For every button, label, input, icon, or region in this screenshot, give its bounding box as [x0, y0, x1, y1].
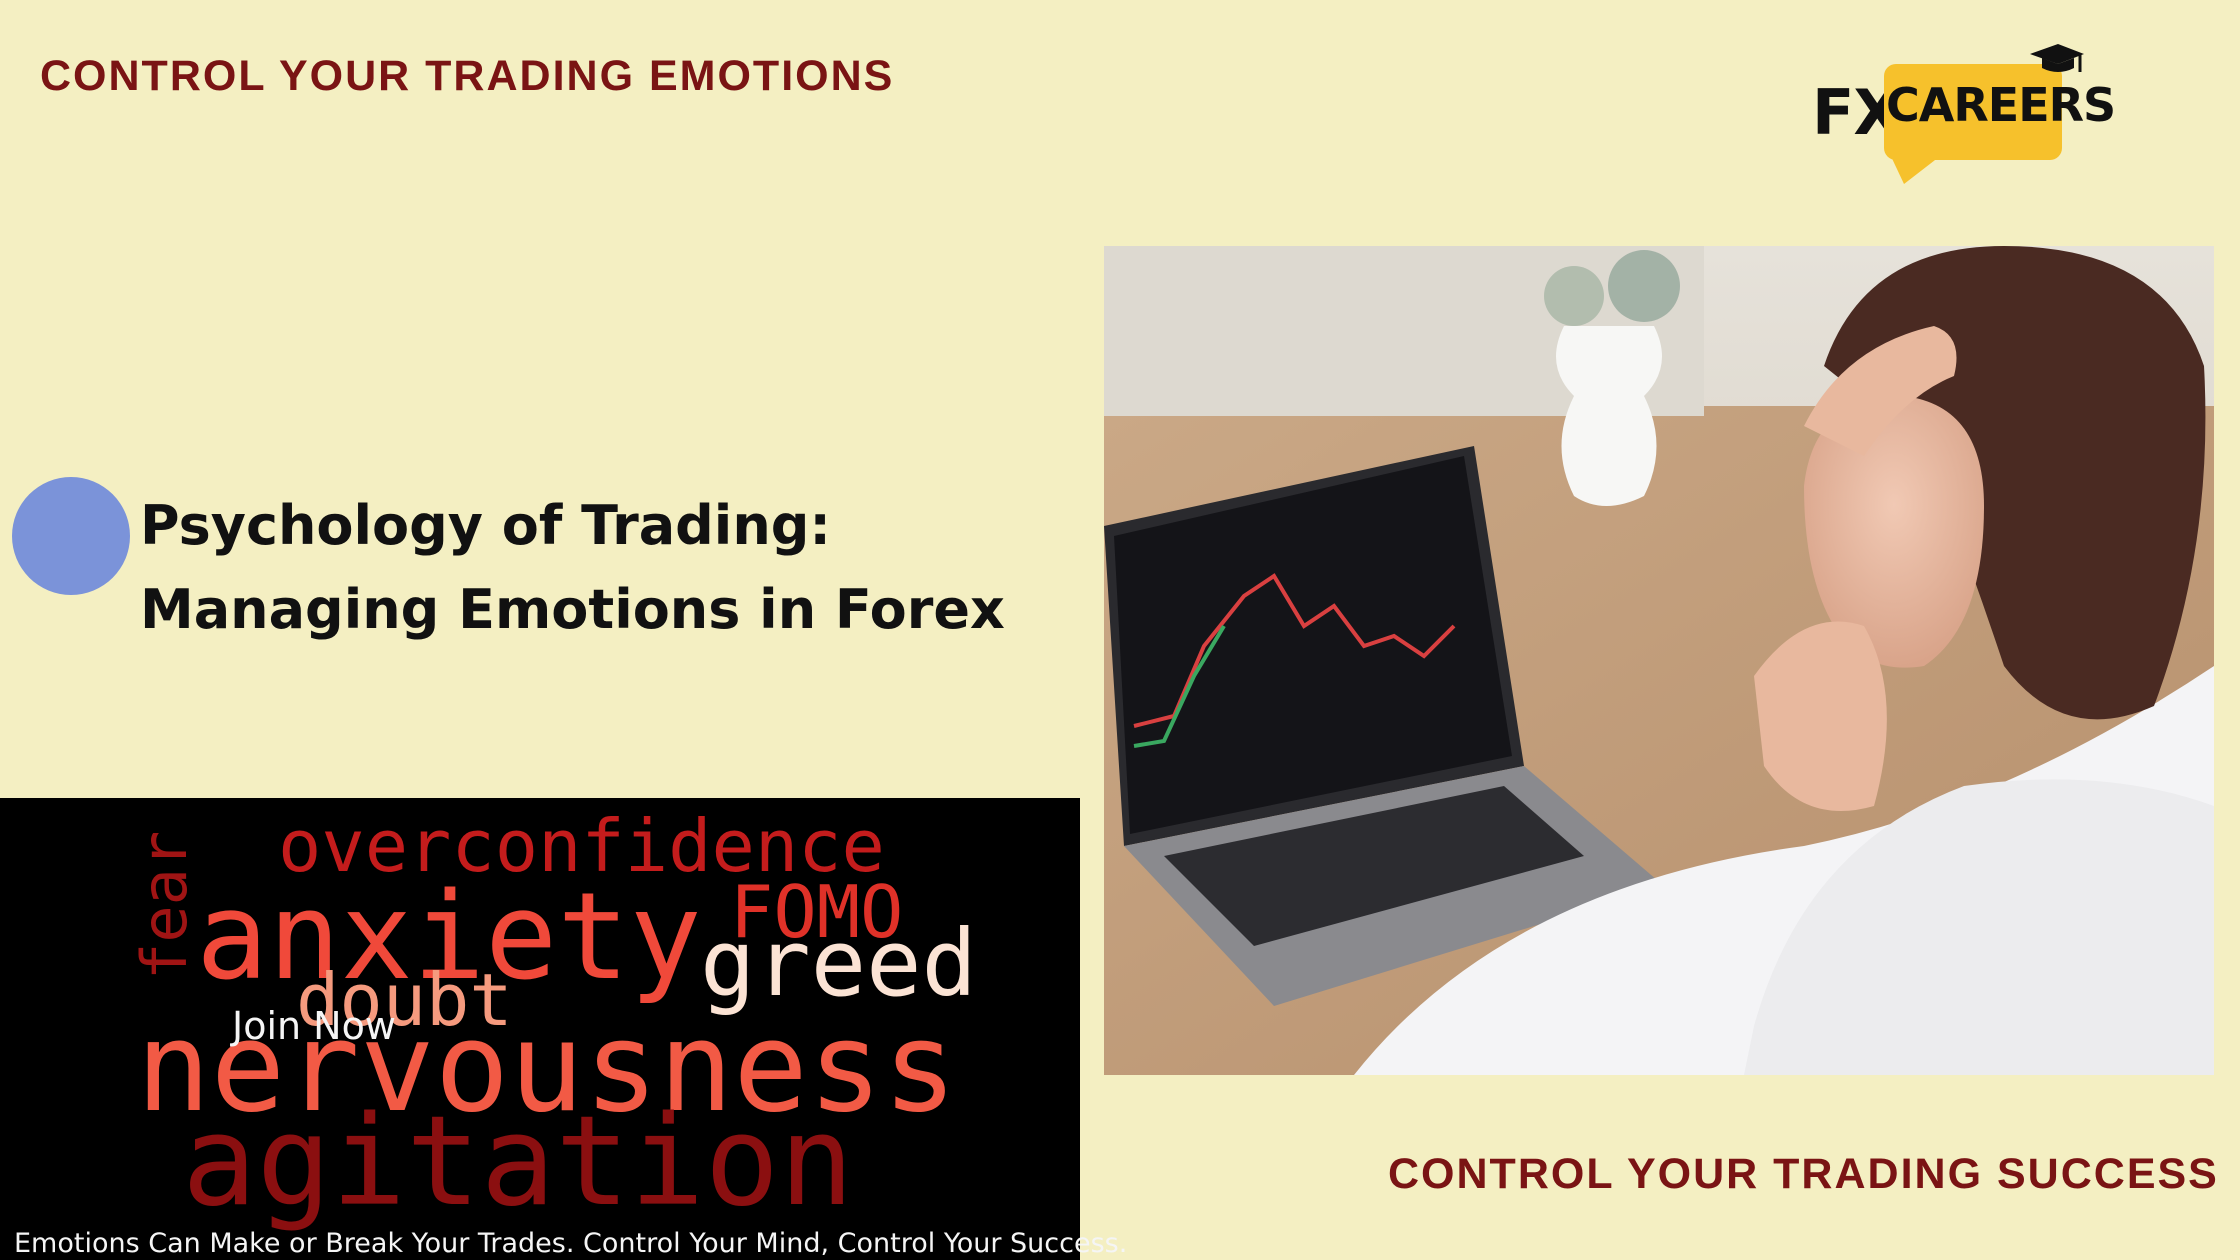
word-anxiety: anxiety	[196, 868, 702, 1007]
word-nervousness: nervousness	[136, 996, 958, 1140]
accent-circle	[12, 477, 130, 595]
stressed-trader-photo	[1104, 246, 2214, 1075]
word-agitation: agitation	[182, 1090, 854, 1234]
logo-bubble-tail	[1888, 150, 1948, 184]
graduation-cap-icon	[2030, 44, 2084, 72]
word-greed: greed	[700, 910, 977, 1017]
logo-speech-bubble	[1884, 64, 2062, 160]
title-line-1: Psychology of Trading:	[140, 494, 832, 557]
title-line-2: Managing Emotions in Forex	[140, 578, 1005, 641]
emotion-word-cloud: overconfidence fear anxiety FOMO greed d…	[0, 798, 1080, 1260]
photo-illustration	[1104, 246, 2214, 1075]
fx-careers-logo: FX CAREERS	[1808, 40, 2116, 190]
word-fear: fear	[128, 830, 201, 980]
bottom-heading: Control Your Trading Success	[1388, 1150, 2219, 1198]
join-now-link[interactable]: Join Now	[232, 1004, 396, 1048]
logo-careers-text: CAREERS	[1886, 78, 2116, 132]
top-heading: Control Your Trading Emotions	[40, 52, 895, 100]
word-doubt: doubt	[296, 958, 513, 1042]
page-title: Psychology of Trading: Managing Emotions…	[140, 484, 1040, 652]
footer-tagline: Emotions Can Make or Break Your Trades. …	[14, 1228, 1128, 1259]
word-fomo: FOMO	[730, 870, 904, 954]
word-overconfidence: overconfidence	[278, 804, 885, 888]
